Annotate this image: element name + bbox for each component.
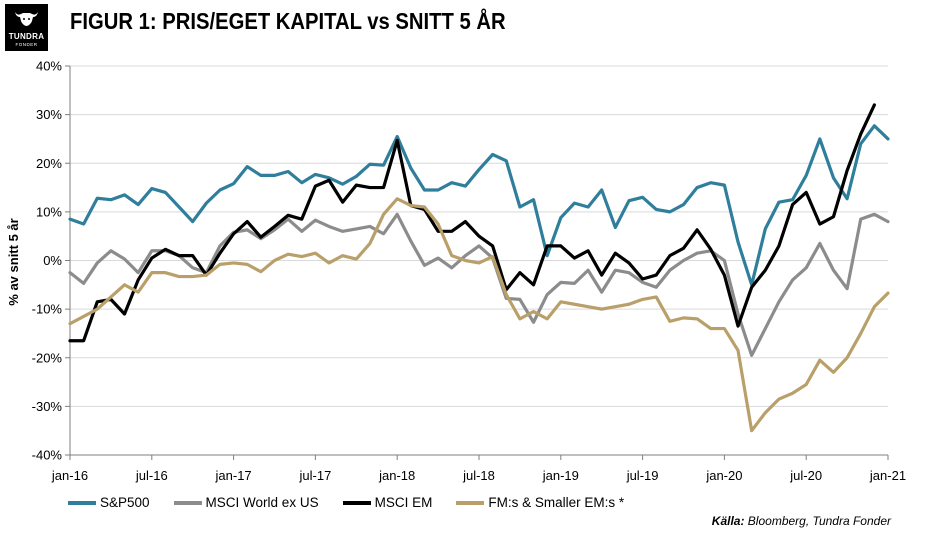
x-tick-labels: jan-16 jul-16 jan-17 jul-17 jan-18 jul-18 jan-… bbox=[51, 468, 906, 483]
y-tick-label: -10% bbox=[32, 302, 63, 317]
logo-brand: TUNDRA bbox=[8, 32, 45, 41]
y-tick-label: 40% bbox=[36, 59, 62, 74]
y-tick-label: 10% bbox=[36, 204, 62, 219]
y-axis-label: % av snitt 5 år bbox=[6, 218, 21, 305]
legend-item-3: FM:s & Smaller EM:s * bbox=[456, 495, 624, 510]
axes bbox=[65, 65, 889, 460]
y-tick-label: 0% bbox=[43, 253, 62, 268]
y-tick-label: -20% bbox=[32, 350, 63, 365]
x-tick-label: jul-16 bbox=[135, 468, 168, 483]
legend-label: S&P500 bbox=[100, 495, 150, 510]
series-lines bbox=[68, 103, 890, 433]
legend-swatch bbox=[456, 500, 485, 505]
x-tick-label: jan-20 bbox=[705, 468, 742, 483]
line-chart: 40% 30% 20% 10% 0% -10% -20% -30% -40% jan-16 jul… bbox=[6, 59, 906, 484]
bull-icon bbox=[15, 12, 38, 26]
y-tick-labels: 40% 30% 20% 10% 0% -10% -20% -30% -40% bbox=[32, 59, 63, 463]
y-tick-label: -30% bbox=[32, 399, 63, 414]
legend-swatch bbox=[173, 500, 202, 505]
x-tick-label: jan-21 bbox=[869, 468, 906, 483]
legend-label: MSCI World ex US bbox=[205, 495, 319, 510]
x-tick-label: jul-17 bbox=[299, 468, 332, 483]
logo-sub: FONDER bbox=[15, 42, 38, 47]
source-note: Källa: Bloomberg, Tundra Fonder bbox=[712, 514, 891, 528]
legend-item-1: MSCI World ex US bbox=[173, 495, 319, 510]
x-tick-label: jul-18 bbox=[462, 468, 495, 483]
chart-title: FIGUR 1: PRIS/EGET KAPITAL vs SNITT 5 ÅR bbox=[70, 8, 506, 34]
x-tick-label: jul-19 bbox=[626, 468, 659, 483]
source-label: Källa: bbox=[711, 514, 745, 528]
legend-label: MSCI EM bbox=[374, 495, 433, 510]
gridlines bbox=[70, 65, 888, 456]
y-tick-label: 30% bbox=[36, 107, 62, 122]
y-tick-label: -40% bbox=[32, 448, 63, 463]
x-tick-label: jul-20 bbox=[789, 468, 822, 483]
x-tick-label: jan-18 bbox=[378, 468, 415, 483]
legend-swatch bbox=[68, 500, 96, 505]
legend-label: FM:s & Smaller EM:s * bbox=[488, 495, 625, 510]
x-tick-label: jan-17 bbox=[215, 468, 252, 483]
legend-swatch bbox=[342, 500, 371, 505]
x-tick-label: jan-19 bbox=[542, 468, 579, 483]
logo: TUNDRA FONDER bbox=[5, 4, 48, 51]
series-line-3 bbox=[68, 197, 890, 433]
legend: S&P500 MSCI World ex US MSCI EM FM:s & Smal… bbox=[68, 495, 648, 510]
series-line-2 bbox=[68, 103, 876, 343]
x-tick-label: jan-16 bbox=[51, 468, 88, 483]
y-tick-label: 20% bbox=[36, 156, 62, 171]
source-text: Bloomberg, Tundra Fonder bbox=[744, 514, 891, 528]
legend-item-2: MSCI EM bbox=[342, 495, 433, 510]
legend-item-0: S&P500 bbox=[68, 495, 150, 510]
